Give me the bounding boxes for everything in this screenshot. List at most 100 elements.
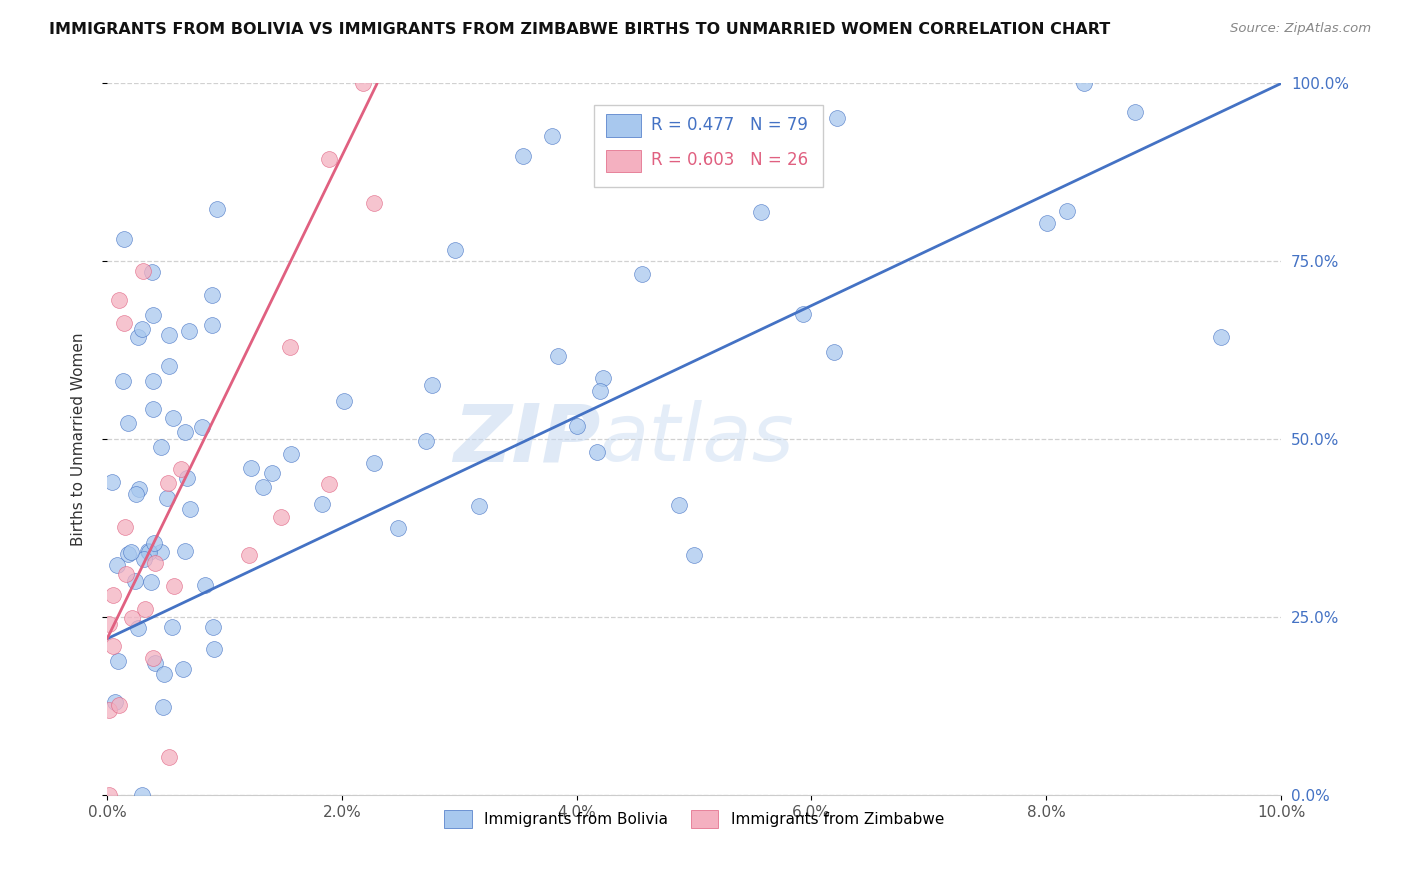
Point (202, 641, 225, 656)
Point (547, 350, 569, 364)
Point (141, 265, 163, 279)
Text: ZIP: ZIP (453, 401, 600, 478)
Point (153, 667, 176, 681)
Point (124, 487, 146, 501)
Point (1123, 105, 1146, 120)
Point (176, 471, 198, 485)
Y-axis label: Births to Unmarried Women: Births to Unmarried Women (72, 333, 86, 546)
Point (101, 475, 124, 489)
Point (108, 293, 131, 307)
Point (270, 509, 292, 524)
Point (143, 656, 166, 670)
Point (201, 619, 224, 633)
Point (194, 578, 217, 592)
Point (318, 477, 340, 491)
Point (127, 620, 149, 634)
FancyBboxPatch shape (606, 114, 641, 136)
Point (132, 264, 155, 278)
Point (541, 128, 564, 143)
Point (1056, 204, 1078, 219)
Text: R = 0.603   N = 26: R = 0.603 N = 26 (651, 152, 808, 169)
Point (387, 520, 409, 534)
Point (149, 544, 172, 558)
Point (142, 536, 165, 550)
Point (162, 410, 184, 425)
Point (105, 558, 128, 573)
Point (420, 377, 443, 392)
Point (668, 498, 690, 512)
Point (157, 749, 180, 764)
Point (174, 425, 197, 439)
Point (136, 543, 159, 558)
Point (173, 543, 195, 558)
Point (512, 149, 534, 163)
Point (239, 460, 262, 475)
Point (160, 620, 183, 634)
Point (200, 288, 222, 302)
Point (825, 112, 848, 126)
Point (238, 548, 260, 562)
Point (177, 325, 200, 339)
Point (792, 307, 814, 321)
Point (586, 445, 609, 459)
Point (1209, 329, 1232, 343)
Point (104, 695, 127, 709)
FancyBboxPatch shape (606, 150, 641, 172)
Point (318, 152, 340, 166)
Point (1073, 77, 1095, 91)
Point (363, 456, 385, 470)
Point (205, 202, 228, 216)
Point (630, 267, 652, 281)
Point (191, 419, 214, 434)
Point (142, 651, 165, 665)
Point (112, 316, 135, 330)
Point (132, 552, 155, 566)
Point (131, 322, 153, 336)
Point (101, 588, 124, 602)
Point (114, 520, 136, 534)
Point (142, 374, 165, 388)
Point (157, 359, 180, 373)
Point (252, 480, 274, 494)
Text: atlas: atlas (600, 401, 794, 478)
Point (112, 232, 135, 246)
Point (131, 789, 153, 803)
Text: R = 0.477   N = 79: R = 0.477 N = 79 (651, 116, 807, 134)
Point (134, 602, 156, 616)
Point (143, 556, 166, 570)
Point (749, 204, 772, 219)
Legend: Immigrants from Bolivia, Immigrants from Zimbabwe: Immigrants from Bolivia, Immigrants from… (439, 805, 950, 834)
Point (444, 243, 467, 257)
Point (352, 77, 374, 91)
Point (127, 330, 149, 344)
Point (128, 482, 150, 496)
Point (117, 547, 139, 561)
Point (415, 434, 437, 448)
Point (139, 575, 162, 590)
Point (172, 662, 194, 676)
Point (156, 491, 179, 505)
Point (150, 440, 173, 454)
Point (117, 416, 139, 430)
Point (468, 499, 491, 513)
Point (103, 639, 125, 653)
Point (111, 374, 134, 388)
Point (142, 308, 165, 322)
Point (592, 371, 614, 385)
Point (98, 703, 121, 717)
Point (138, 545, 160, 559)
Point (120, 545, 142, 559)
Point (278, 340, 301, 354)
Point (683, 548, 706, 562)
Point (201, 318, 224, 333)
Point (114, 567, 136, 582)
Point (1036, 216, 1059, 230)
Point (107, 654, 129, 668)
Point (363, 195, 385, 210)
Point (98, 789, 121, 803)
Point (159, 327, 181, 342)
Point (179, 502, 201, 516)
Point (157, 475, 180, 490)
Point (142, 401, 165, 416)
Point (124, 574, 146, 588)
